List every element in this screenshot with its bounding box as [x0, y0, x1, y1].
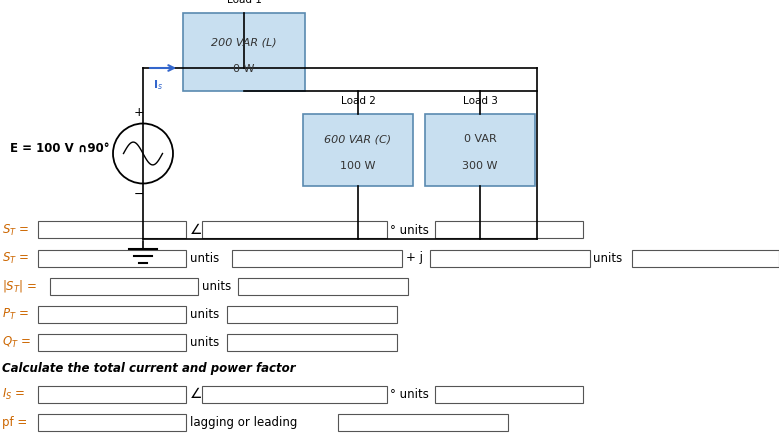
Bar	[50, 278, 198, 294]
Bar	[183, 13, 305, 91]
Bar	[338, 413, 508, 431]
Text: $P_T$ =: $P_T$ =	[2, 306, 29, 321]
Text: Load 1: Load 1	[227, 0, 262, 5]
Text: +: +	[134, 107, 144, 119]
Text: $I_S$ =: $I_S$ =	[2, 386, 26, 401]
Bar	[632, 250, 779, 266]
Bar	[38, 333, 186, 350]
Bar	[38, 305, 186, 322]
Text: 600 VAR (C): 600 VAR (C)	[324, 134, 392, 144]
Text: $S_T$ =: $S_T$ =	[2, 250, 29, 266]
Bar	[430, 250, 590, 266]
Text: $\mathbf{I}_s$: $\mathbf{I}_s$	[153, 78, 163, 92]
Text: ∠: ∠	[190, 223, 203, 237]
Text: pf =: pf =	[2, 416, 27, 428]
Text: lagging or leading: lagging or leading	[190, 416, 298, 428]
Bar	[202, 222, 387, 238]
Text: 0 W: 0 W	[233, 64, 255, 74]
Text: ° units: ° units	[390, 223, 429, 237]
Text: Load 3: Load 3	[463, 96, 498, 106]
Text: 300 W: 300 W	[462, 161, 498, 171]
Text: 100 W: 100 W	[340, 161, 375, 171]
Text: units: units	[202, 280, 231, 293]
Bar	[38, 250, 186, 266]
Bar	[303, 114, 413, 186]
Text: E = 100 V ∩90°: E = 100 V ∩90°	[10, 142, 110, 155]
Text: units: units	[190, 308, 219, 321]
Text: untis: untis	[190, 251, 219, 265]
Bar	[238, 278, 408, 294]
Text: 200 VAR (L): 200 VAR (L)	[211, 38, 277, 48]
Bar	[38, 413, 186, 431]
Text: 0 VAR: 0 VAR	[464, 134, 496, 144]
Bar	[38, 222, 186, 238]
Text: $S_T$ =: $S_T$ =	[2, 222, 29, 238]
Bar	[232, 250, 402, 266]
Bar	[202, 385, 387, 403]
Text: $Q_T$ =: $Q_T$ =	[2, 334, 31, 349]
Bar	[435, 385, 583, 403]
Text: + j: + j	[406, 251, 423, 265]
Text: Load 2: Load 2	[340, 96, 375, 106]
Text: units: units	[593, 251, 622, 265]
Bar	[435, 222, 583, 238]
Text: ∠: ∠	[190, 387, 203, 401]
Text: units: units	[190, 336, 219, 349]
Text: −: −	[134, 187, 144, 201]
Bar	[425, 114, 535, 186]
Text: $|S_T|$ =: $|S_T|$ =	[2, 278, 37, 294]
Text: Calculate the total current and power factor: Calculate the total current and power fa…	[2, 361, 295, 374]
Text: ° units: ° units	[390, 388, 429, 400]
Bar	[38, 385, 186, 403]
Bar	[227, 305, 397, 322]
Bar	[227, 333, 397, 350]
